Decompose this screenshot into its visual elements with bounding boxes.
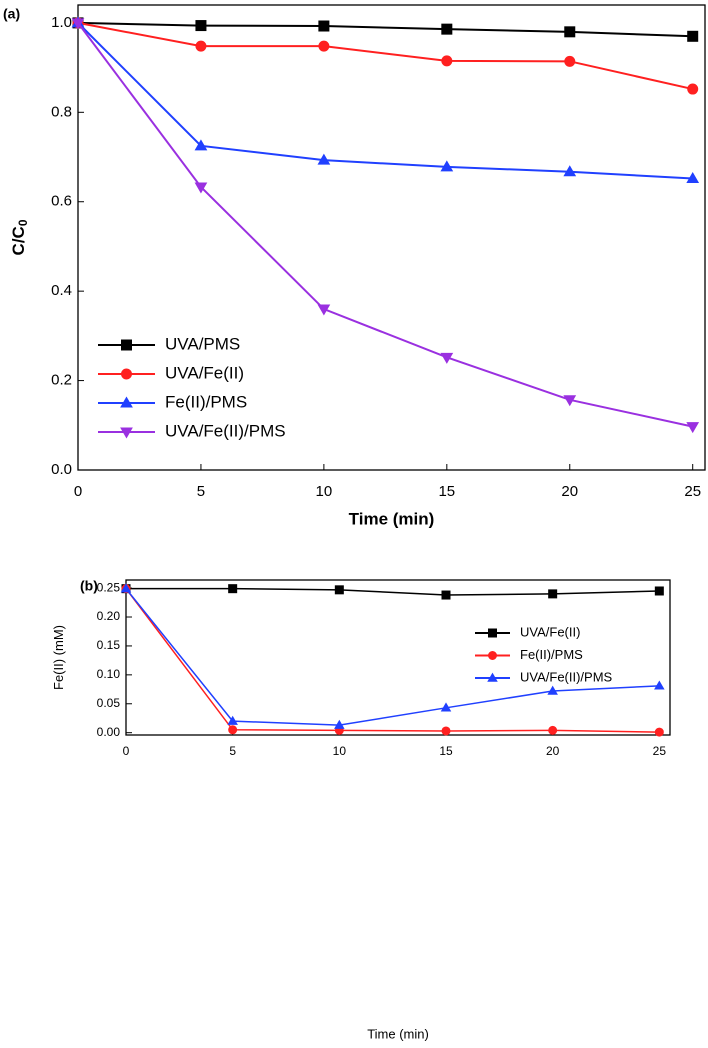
- series-line: [77, 21, 693, 38]
- data-point: [654, 680, 665, 690]
- data-point: [317, 304, 331, 316]
- data-point: [441, 55, 453, 67]
- y-tick-label: 0.8: [51, 103, 72, 120]
- data-point: [228, 584, 238, 594]
- y-tick-label: 0.4: [51, 282, 72, 299]
- panel-label: (b): [80, 578, 98, 594]
- legend-label: UVA/PMS: [165, 334, 240, 353]
- x-axis-label: Time (min): [367, 1026, 429, 1041]
- y-axis-label-text: C/C: [9, 226, 28, 255]
- y-axis-label-text: Fe(II) (mM): [51, 625, 66, 690]
- x-tick-label: 15: [439, 744, 453, 758]
- y-tick-label: 0.0: [51, 461, 72, 478]
- data-point: [686, 171, 700, 183]
- series-line: [77, 22, 693, 428]
- legend-marker: [120, 427, 133, 439]
- y-axis-label: Fe(II) (mM): [51, 625, 66, 690]
- data-point: [194, 182, 208, 194]
- data-point: [687, 83, 699, 95]
- data-point: [687, 30, 699, 42]
- legend-marker: [121, 339, 132, 351]
- series-line: [126, 587, 660, 596]
- data-point: [227, 715, 238, 725]
- plot-frame: [125, 579, 671, 736]
- y-tick-label: 0.05: [97, 696, 121, 710]
- x-tick-label: 10: [316, 483, 333, 500]
- x-tick-label: 0: [74, 483, 82, 500]
- y-axis-label-subscript: 0: [16, 219, 30, 226]
- legend-marker: [488, 651, 497, 660]
- data-point: [195, 20, 207, 32]
- legend-label: UVA/Fe(II): [520, 624, 580, 639]
- y-tick-label: 0.6: [51, 193, 72, 210]
- x-tick-label: 10: [333, 744, 347, 758]
- y-tick-label: 1.0: [51, 14, 72, 31]
- series-line: [77, 22, 693, 180]
- data-point: [71, 18, 85, 30]
- series-line: [125, 588, 660, 733]
- series-line: [125, 588, 660, 726]
- x-tick-label: 25: [684, 483, 701, 500]
- x-tick-label: 20: [546, 744, 560, 758]
- x-tick-label: 25: [653, 744, 667, 758]
- y-tick-label: 0.10: [97, 667, 121, 681]
- legend-marker: [120, 396, 133, 408]
- series-line: [77, 21, 693, 91]
- legend-label: UVA/Fe(II)/PMS: [165, 421, 286, 440]
- legend-marker: [488, 628, 497, 638]
- y-tick-label: 0.25: [97, 580, 121, 594]
- data-point: [441, 590, 451, 600]
- y-axis-label: C/C0: [9, 219, 30, 255]
- data-point: [441, 23, 453, 35]
- data-point: [334, 719, 345, 729]
- legend-label: UVA/Fe(II): [165, 363, 244, 382]
- x-tick-label: 15: [438, 483, 455, 500]
- legend-marker: [121, 368, 132, 380]
- x-axis-label: Time (min): [349, 509, 435, 528]
- panel-label: (a): [3, 6, 20, 22]
- y-tick-label: 0.00: [97, 725, 121, 739]
- data-point: [686, 422, 700, 434]
- data-point: [440, 352, 454, 364]
- data-point: [563, 395, 577, 407]
- y-tick-label: 0.15: [97, 638, 121, 652]
- x-tick-label: 5: [229, 744, 236, 758]
- data-point: [564, 55, 576, 67]
- data-point: [318, 20, 330, 32]
- legend-marker: [487, 672, 498, 682]
- data-point: [440, 160, 454, 172]
- data-point: [564, 26, 576, 38]
- data-point: [195, 40, 207, 52]
- data-point: [547, 685, 558, 695]
- data-point: [318, 40, 330, 52]
- x-tick-label: 0: [123, 744, 130, 758]
- data-point: [441, 726, 451, 736]
- data-point: [334, 585, 344, 595]
- data-point: [120, 583, 132, 593]
- x-tick-label: 20: [561, 483, 578, 500]
- legend-label: Fe(II)/PMS: [165, 392, 247, 411]
- y-tick-label: 0.2: [51, 372, 72, 389]
- data-point: [654, 586, 664, 596]
- x-tick-label: 5: [197, 483, 205, 500]
- data-point: [563, 165, 577, 177]
- legend-label: UVA/Fe(II)/PMS: [520, 669, 613, 684]
- y-tick-label: 0.20: [97, 609, 121, 623]
- data-point: [440, 702, 452, 712]
- data-point: [654, 727, 664, 737]
- data-point: [228, 725, 238, 735]
- data-point: [548, 589, 558, 599]
- data-point: [548, 725, 558, 735]
- legend-label: Fe(II)/PMS: [520, 647, 583, 662]
- data-point: [194, 139, 208, 151]
- data-point: [317, 153, 331, 165]
- plot-frame: [77, 4, 706, 471]
